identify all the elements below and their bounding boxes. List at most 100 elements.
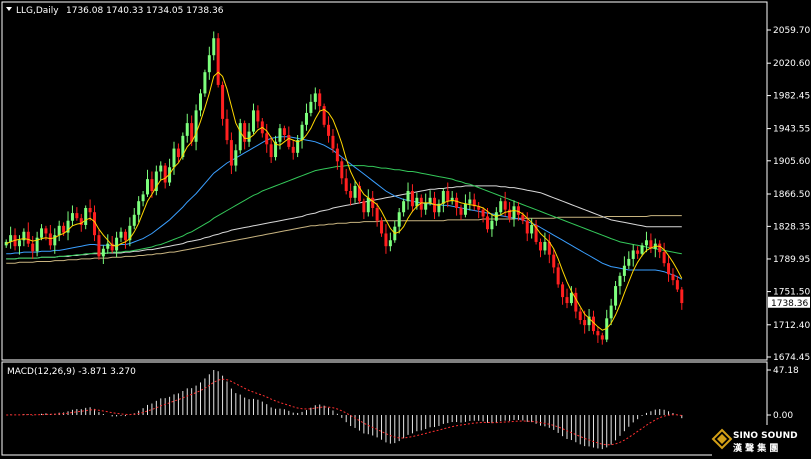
candle-body: [141, 194, 145, 202]
candle: [300, 121, 304, 149]
candle-body: [516, 206, 520, 215]
candle-body: [318, 93, 322, 107]
candle: [154, 165, 158, 196]
candle-body: [185, 123, 189, 136]
candle-body: [490, 220, 494, 230]
candle: [340, 157, 344, 185]
candle: [110, 236, 114, 253]
candle: [353, 179, 357, 203]
candle: [93, 205, 97, 242]
candle: [123, 229, 127, 249]
candle-body: [9, 235, 13, 242]
candle: [450, 191, 454, 205]
candle: [115, 231, 119, 258]
logo-subtext: 漢 聲 集 團: [733, 442, 778, 454]
macd-label: MACD(12,26,9) -3.871 3.270: [7, 367, 136, 377]
candle: [499, 197, 503, 215]
candle-body: [481, 209, 485, 217]
candle-body: [543, 241, 547, 251]
candle: [172, 141, 176, 175]
candle-body: [649, 240, 653, 249]
candle: [57, 220, 61, 242]
candle-body: [591, 316, 595, 332]
candle: [371, 191, 375, 217]
candle: [243, 120, 247, 150]
candle-body: [234, 150, 238, 166]
candle-body: [251, 110, 255, 132]
candle-body: [463, 203, 467, 215]
price-tick-label: 1982.45: [773, 92, 810, 102]
candle-body: [503, 201, 507, 210]
candle-body: [587, 316, 591, 326]
candle-body: [667, 263, 671, 275]
candle-body: [35, 237, 39, 252]
candle-body: [44, 228, 48, 234]
price-tick-label: 1712.40: [773, 321, 810, 331]
candle-body: [419, 197, 423, 210]
candle: [587, 309, 591, 332]
candle-body: [357, 185, 361, 202]
candle-body: [569, 292, 573, 304]
candle-body: [574, 292, 578, 312]
candle: [667, 255, 671, 282]
candle-body: [380, 220, 384, 234]
price-tick-label: 1751.50: [773, 288, 810, 298]
candle: [375, 202, 379, 227]
candle: [26, 222, 30, 248]
candle: [322, 103, 326, 128]
candle: [4, 239, 8, 248]
macd-layer: [6, 370, 683, 450]
candle-body: [680, 289, 684, 304]
candle-body: [274, 141, 278, 158]
logo-emblem-icon: [711, 428, 733, 450]
candle-body: [88, 207, 92, 213]
candle: [313, 87, 317, 110]
candle-body: [640, 245, 644, 254]
candle: [22, 228, 26, 247]
candle-body: [265, 133, 269, 145]
ohlc-label: 1736.08 1740.33 1734.05 1738.36: [66, 6, 224, 16]
ma-mid2-line: [6, 165, 682, 260]
dropdown-triangle-icon[interactable]: [6, 7, 12, 11]
candle: [212, 31, 216, 61]
candle-body: [229, 140, 233, 166]
candle: [97, 230, 101, 260]
candle: [229, 132, 233, 175]
candle: [238, 118, 242, 154]
candle-body: [662, 252, 666, 264]
candle: [472, 193, 476, 211]
candle: [225, 109, 229, 145]
candle-body: [410, 191, 414, 207]
current-price-text: 1738.36: [771, 299, 808, 309]
logo-text: SINO SOUND: [733, 431, 798, 441]
candle-body: [119, 231, 123, 238]
ma-fast-line: [6, 71, 683, 331]
candle: [146, 169, 150, 197]
candle-body: [627, 258, 631, 266]
candle: [463, 194, 467, 218]
price-tick-label: 1674.45: [773, 353, 810, 363]
macd-signal-line: [6, 378, 682, 446]
candle: [600, 332, 604, 345]
candle: [406, 182, 410, 210]
candle: [256, 105, 260, 129]
macd-tick-label: 47.18: [773, 366, 799, 376]
candle: [207, 46, 211, 80]
candle: [362, 198, 366, 220]
candle: [128, 217, 132, 247]
candle-body: [181, 135, 185, 158]
candle-body: [362, 201, 366, 213]
candle: [574, 287, 578, 319]
candle: [508, 202, 512, 223]
candle-body: [172, 148, 176, 168]
candle: [614, 280, 618, 310]
candle-body: [123, 231, 127, 241]
candle-body: [287, 134, 291, 147]
candle-body: [212, 38, 216, 56]
candle: [318, 89, 322, 112]
candle-body: [26, 231, 30, 244]
candle-body: [163, 165, 167, 183]
candle-body: [366, 197, 370, 213]
candle: [538, 238, 542, 258]
